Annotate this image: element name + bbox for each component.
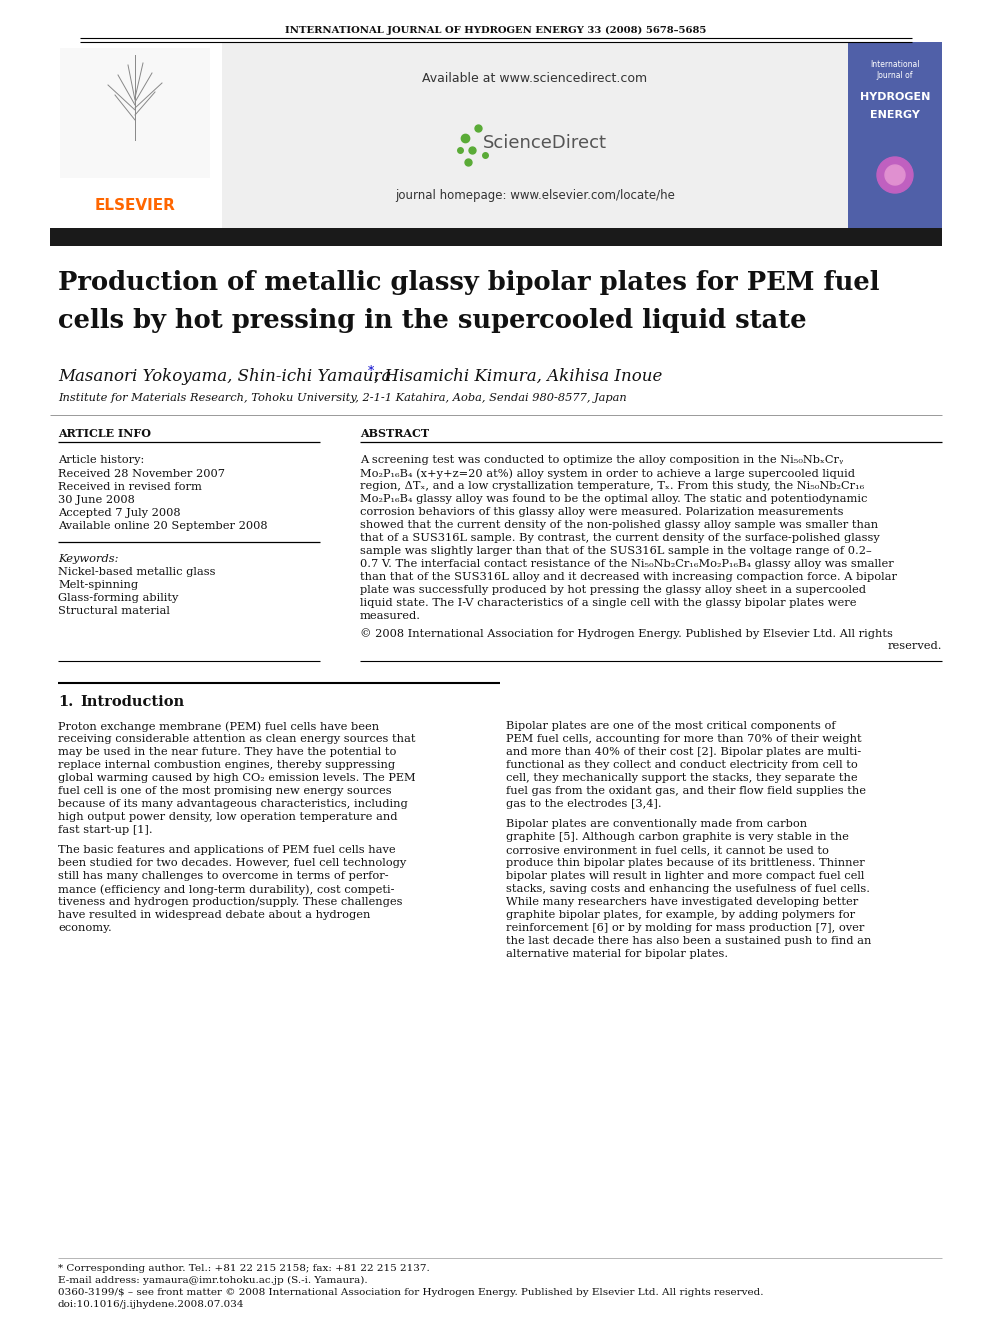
Text: corrosion behaviors of this glassy alloy were measured. Polarization measurement: corrosion behaviors of this glassy alloy… — [360, 507, 843, 517]
Text: Institute for Materials Research, Tohoku University, 2-1-1 Katahira, Aoba, Senda: Institute for Materials Research, Tohoku… — [58, 393, 627, 404]
Text: fast start-up [1].: fast start-up [1]. — [58, 826, 153, 835]
Text: Structural material: Structural material — [58, 606, 170, 617]
Bar — [50, 42, 222, 228]
Text: economy.: economy. — [58, 923, 112, 933]
Text: been studied for two decades. However, fuel cell technology: been studied for two decades. However, f… — [58, 859, 407, 868]
Text: cell, they mechanically support the stacks, they separate the: cell, they mechanically support the stac… — [506, 773, 858, 783]
Text: have resulted in widespread debate about a hydrogen: have resulted in widespread debate about… — [58, 910, 370, 919]
Text: journal homepage: www.elsevier.com/locate/he: journal homepage: www.elsevier.com/locat… — [395, 188, 675, 201]
Text: reinforcement [6] or by molding for mass production [7], over: reinforcement [6] or by molding for mass… — [506, 923, 864, 933]
Text: ScienceDirect: ScienceDirect — [483, 134, 607, 152]
Text: produce thin bipolar plates because of its brittleness. Thinner: produce thin bipolar plates because of i… — [506, 859, 865, 868]
Text: Article history:: Article history: — [58, 455, 144, 464]
Text: reserved.: reserved. — [888, 642, 942, 651]
Text: may be used in the near future. They have the potential to: may be used in the near future. They hav… — [58, 747, 397, 757]
Text: Received 28 November 2007: Received 28 November 2007 — [58, 468, 225, 479]
Text: showed that the current density of the non-polished glassy alloy sample was smal: showed that the current density of the n… — [360, 520, 878, 531]
Text: 30 June 2008: 30 June 2008 — [58, 495, 135, 505]
Text: global warming caused by high CO₂ emission levels. The PEM: global warming caused by high CO₂ emissi… — [58, 773, 416, 783]
Text: © 2008 International Association for Hydrogen Energy. Published by Elsevier Ltd.: © 2008 International Association for Hyd… — [360, 628, 893, 639]
Text: 0.7 V. The interfacial contact resistance of the Ni₅₀Nb₂Cr₁₆Mo₂P₁₆B₄ glassy allo: 0.7 V. The interfacial contact resistanc… — [360, 560, 894, 569]
Text: Melt-spinning: Melt-spinning — [58, 579, 138, 590]
Text: 0360-3199/$ – see front matter © 2008 International Association for Hydrogen Ene: 0360-3199/$ – see front matter © 2008 In… — [58, 1289, 764, 1297]
Text: Bipolar plates are conventionally made from carbon: Bipolar plates are conventionally made f… — [506, 819, 807, 830]
Text: plate was successfully produced by hot pressing the glassy alloy sheet in a supe: plate was successfully produced by hot p… — [360, 585, 866, 595]
Text: Available online 20 September 2008: Available online 20 September 2008 — [58, 521, 268, 531]
Text: ABSTRACT: ABSTRACT — [360, 429, 430, 439]
Bar — [222, 42, 848, 228]
Text: region, ΔTₓ, and a low crystallization temperature, Tₓ. From this study, the Ni₅: region, ΔTₓ, and a low crystallization t… — [360, 482, 864, 491]
Text: ENERGY: ENERGY — [870, 110, 920, 120]
Text: high output power density, low operation temperature and: high output power density, low operation… — [58, 812, 398, 822]
Text: Production of metallic glassy bipolar plates for PEM fuel: Production of metallic glassy bipolar pl… — [58, 270, 880, 295]
Text: fuel cell is one of the most promising new energy sources: fuel cell is one of the most promising n… — [58, 786, 392, 796]
Text: ARTICLE INFO: ARTICLE INFO — [58, 429, 151, 439]
Circle shape — [877, 157, 913, 193]
Text: functional as they collect and conduct electricity from cell to: functional as they collect and conduct e… — [506, 759, 858, 770]
Text: still has many challenges to overcome in terms of perfor-: still has many challenges to overcome in… — [58, 871, 389, 881]
Text: sample was slightly larger than that of the SUS316L sample in the voltage range : sample was slightly larger than that of … — [360, 546, 872, 556]
Text: than that of the SUS316L alloy and it decreased with increasing compaction force: than that of the SUS316L alloy and it de… — [360, 572, 897, 582]
Text: International
Journal of: International Journal of — [870, 60, 920, 81]
Text: Proton exchange membrane (PEM) fuel cells have been: Proton exchange membrane (PEM) fuel cell… — [58, 721, 379, 732]
Text: gas to the electrodes [3,4].: gas to the electrodes [3,4]. — [506, 799, 662, 808]
Text: that of a SUS316L sample. By contrast, the current density of the surface-polish: that of a SUS316L sample. By contrast, t… — [360, 533, 880, 542]
Text: graphite bipolar plates, for example, by adding polymers for: graphite bipolar plates, for example, by… — [506, 910, 855, 919]
Text: graphite [5]. Although carbon graphite is very stable in the: graphite [5]. Although carbon graphite i… — [506, 832, 849, 841]
Text: measured.: measured. — [360, 611, 421, 620]
Text: HYDROGEN: HYDROGEN — [860, 93, 930, 102]
Text: doi:10.1016/j.ijhydene.2008.07.034: doi:10.1016/j.ijhydene.2008.07.034 — [58, 1301, 244, 1308]
Bar — [848, 42, 942, 228]
Text: The basic features and applications of PEM fuel cells have: The basic features and applications of P… — [58, 845, 396, 855]
Text: mance (efficiency and long-term durability), cost competi-: mance (efficiency and long-term durabili… — [58, 884, 395, 894]
Text: receiving considerable attention as clean energy sources that: receiving considerable attention as clea… — [58, 734, 416, 744]
Text: because of its many advantageous characteristics, including: because of its many advantageous charact… — [58, 799, 408, 808]
Text: , Hisamichi Kimura, Akihisa Inoue: , Hisamichi Kimura, Akihisa Inoue — [374, 368, 663, 385]
Text: replace internal combustion engines, thereby suppressing: replace internal combustion engines, the… — [58, 759, 395, 770]
Text: corrosive environment in fuel cells, it cannot be used to: corrosive environment in fuel cells, it … — [506, 845, 829, 855]
Text: and more than 40% of their cost [2]. Bipolar plates are multi-: and more than 40% of their cost [2]. Bip… — [506, 747, 861, 757]
Text: While many researchers have investigated developing better: While many researchers have investigated… — [506, 897, 858, 908]
Text: Available at www.sciencedirect.com: Available at www.sciencedirect.com — [423, 71, 648, 85]
Text: cells by hot pressing in the supercooled liquid state: cells by hot pressing in the supercooled… — [58, 308, 806, 333]
Text: Keywords:: Keywords: — [58, 554, 118, 564]
Text: Mo₂P₁₆B₄ glassy alloy was found to be the optimal alloy. The static and potentio: Mo₂P₁₆B₄ glassy alloy was found to be th… — [360, 493, 867, 504]
Text: *: * — [368, 365, 374, 378]
Text: Mo₂P₁₆B₄ (x+y+z=20 at%) alloy system in order to achieve a large supercooled liq: Mo₂P₁₆B₄ (x+y+z=20 at%) alloy system in … — [360, 468, 855, 479]
Text: A screening test was conducted to optimize the alloy composition in the Ni₅₀NbₓC: A screening test was conducted to optimi… — [360, 455, 843, 464]
Text: Bipolar plates are one of the most critical components of: Bipolar plates are one of the most criti… — [506, 721, 835, 732]
Text: liquid state. The I-V characteristics of a single cell with the glassy bipolar p: liquid state. The I-V characteristics of… — [360, 598, 856, 609]
Text: ELSEVIER: ELSEVIER — [94, 197, 176, 213]
Bar — [848, 42, 942, 228]
Circle shape — [885, 165, 905, 185]
Text: Masanori Yokoyama, Shin-ichi Yamaura: Masanori Yokoyama, Shin-ichi Yamaura — [58, 368, 392, 385]
Text: Introduction: Introduction — [80, 695, 185, 709]
Bar — [50, 228, 942, 246]
Text: Glass-forming ability: Glass-forming ability — [58, 593, 179, 603]
Text: fuel gas from the oxidant gas, and their flow field supplies the: fuel gas from the oxidant gas, and their… — [506, 786, 866, 796]
Text: PEM fuel cells, accounting for more than 70% of their weight: PEM fuel cells, accounting for more than… — [506, 734, 862, 744]
Text: alternative material for bipolar plates.: alternative material for bipolar plates. — [506, 949, 728, 959]
Text: stacks, saving costs and enhancing the usefulness of fuel cells.: stacks, saving costs and enhancing the u… — [506, 884, 870, 894]
Text: Received in revised form: Received in revised form — [58, 482, 202, 492]
Text: Accepted 7 July 2008: Accepted 7 July 2008 — [58, 508, 181, 519]
Text: 1.: 1. — [58, 695, 73, 709]
Text: INTERNATIONAL JOURNAL OF HYDROGEN ENERGY 33 (2008) 5678–5685: INTERNATIONAL JOURNAL OF HYDROGEN ENERGY… — [286, 25, 706, 34]
Text: tiveness and hydrogen production/supply. These challenges: tiveness and hydrogen production/supply.… — [58, 897, 403, 908]
Text: Nickel-based metallic glass: Nickel-based metallic glass — [58, 568, 215, 577]
Text: E-mail address: yamaura@imr.tohoku.ac.jp (S.-i. Yamaura).: E-mail address: yamaura@imr.tohoku.ac.jp… — [58, 1275, 368, 1285]
Text: the last decade there has also been a sustained push to find an: the last decade there has also been a su… — [506, 935, 871, 946]
Text: bipolar plates will result in lighter and more compact fuel cell: bipolar plates will result in lighter an… — [506, 871, 864, 881]
Bar — [60, 48, 210, 179]
Text: * Corresponding author. Tel.: +81 22 215 2158; fax: +81 22 215 2137.: * Corresponding author. Tel.: +81 22 215… — [58, 1263, 430, 1273]
